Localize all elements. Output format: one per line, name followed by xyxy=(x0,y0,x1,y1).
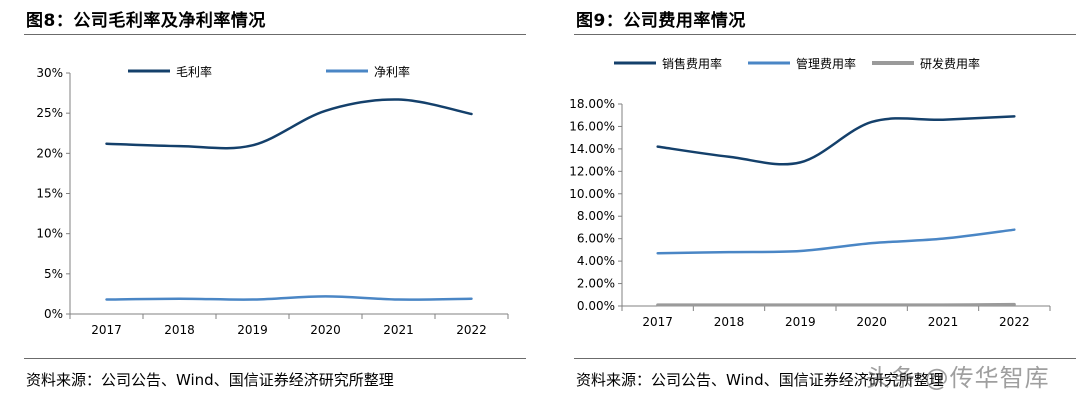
y-tick-label: 0% xyxy=(44,307,63,321)
y-tick-label: 4.00% xyxy=(577,254,615,268)
source-divider xyxy=(24,358,526,359)
y-tick-label: 8.00% xyxy=(577,209,615,223)
legend-label: 研发费用率 xyxy=(920,56,980,71)
y-tick-label: 25% xyxy=(36,106,63,120)
series-line-1 xyxy=(105,98,473,150)
y-tick-label: 15% xyxy=(36,187,63,201)
legend-label: 销售费用率 xyxy=(662,56,722,71)
x-tick-label: 2020 xyxy=(310,323,341,337)
y-tick-label: 14.00% xyxy=(569,142,615,156)
x-tick-label: 2021 xyxy=(928,315,959,329)
series-line-2 xyxy=(105,295,473,301)
title-divider xyxy=(24,34,526,35)
y-tick-label: 30% xyxy=(36,66,63,80)
legend-label: 管理费用率 xyxy=(796,56,856,71)
expense-ratio-chart: 0.00% 2.00% 4.00% 6.00% 8.00% 10.00% 12.00% 14.… xyxy=(569,56,1051,329)
x-tick-label: 2022 xyxy=(999,315,1030,329)
gross-net-margin-chart: 0% 5% 10% 15% 20% 25% 30% 2017 2018 2019 2020 2021 2… xyxy=(36,64,509,337)
source-divider xyxy=(574,358,1076,359)
legend-label: 净利率 xyxy=(374,64,410,79)
source-note: 资料来源：公司公告、Wind、国信证券经济研究所整理 xyxy=(576,371,944,389)
watermark: 头条 @传华智库 xyxy=(866,364,1050,392)
y-tick-label: 2.00% xyxy=(577,277,615,291)
title-divider xyxy=(574,34,1076,35)
x-tick-label: 2018 xyxy=(164,323,195,337)
x-tick-label: 2017 xyxy=(91,323,122,337)
x-tick-label: 2022 xyxy=(456,323,487,337)
y-tick-label: 18.00% xyxy=(569,97,615,111)
series-line-3 xyxy=(656,302,1016,307)
source-note: 资料来源：公司公告、Wind、国信证券经济研究所整理 xyxy=(26,371,394,389)
y-tick-label: 6.00% xyxy=(577,232,615,246)
series-line-1 xyxy=(656,115,1016,166)
x-tick-label: 2019 xyxy=(785,315,816,329)
x-tick-label: 2021 xyxy=(383,323,414,337)
series-line-2 xyxy=(656,228,1016,255)
right-figure-panel: 图9：公司费用率情况 0.00% 2.00% 4.00% 6.00% 8.00% 10.0… xyxy=(550,0,1080,400)
y-tick-label: 5% xyxy=(44,267,63,281)
y-tick-label: 0.00% xyxy=(577,299,615,313)
y-tick-label: 12.00% xyxy=(569,164,615,178)
y-tick-label: 16.00% xyxy=(569,119,615,133)
y-tick-label: 10% xyxy=(36,227,63,241)
left-figure-panel: 图8：公司毛利率及净利率情况 0% 5% 10% 15% 20% 25% 30% 2017 20… xyxy=(0,0,530,400)
y-tick-label: 20% xyxy=(36,146,63,160)
x-tick-label: 2019 xyxy=(237,323,268,337)
y-tick-label: 10.00% xyxy=(569,187,615,201)
x-tick-label: 2018 xyxy=(714,315,745,329)
figure-title: 图8：公司毛利率及净利率情况 xyxy=(26,11,266,31)
figure-title: 图9：公司费用率情况 xyxy=(576,11,746,31)
legend-label: 毛利率 xyxy=(176,64,212,79)
x-tick-label: 2020 xyxy=(856,315,887,329)
x-tick-label: 2017 xyxy=(642,315,673,329)
